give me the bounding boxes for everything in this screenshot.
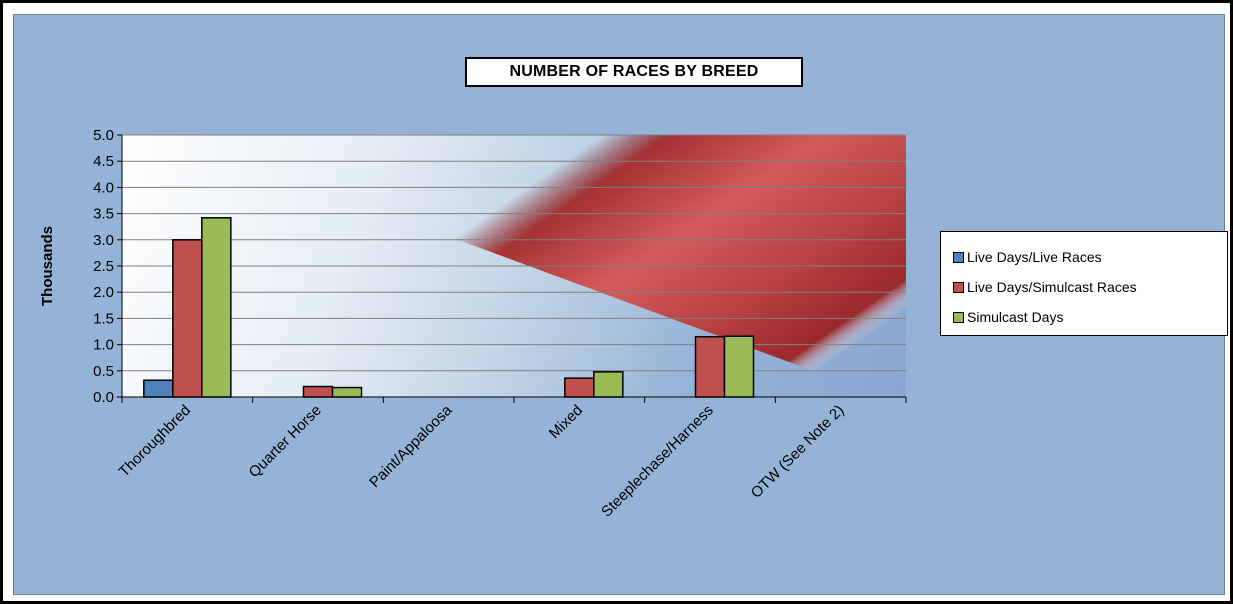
y-tick-label: 4.0: [93, 179, 114, 196]
x-tick-label: Thoroughbred: [116, 402, 195, 481]
bar: [331, 386, 363, 398]
legend: Live Days/Live Races Live Days/Simulcast…: [940, 231, 1228, 336]
bar: [694, 335, 726, 398]
y-tick-label: 2.5: [93, 258, 114, 275]
x-tick-label: Quarter Horse: [246, 402, 325, 481]
legend-label-simulcast-races: Live Days/Simulcast Races: [967, 279, 1137, 295]
legend-item-simulcast-days: Simulcast Days: [941, 302, 1227, 332]
y-tick-label: 3.0: [93, 232, 114, 249]
legend-item-live-races: Live Days/Live Races: [941, 242, 1227, 272]
chart-title: NUMBER OF RACES BY BREED: [465, 57, 803, 87]
legend-item-simulcast-races: Live Days/Simulcast Races: [941, 272, 1227, 302]
legend-swatch-live-races: [953, 251, 964, 263]
bar: [564, 377, 595, 398]
legend-swatch-simulcast-races: [953, 281, 964, 293]
y-tick-label: 1.5: [93, 310, 114, 327]
y-axis-title: Thousands: [39, 226, 56, 306]
chart-area: 0.0 0.5 1.0 1.5 2.0 2.5 3.0 3.5 4.0 4.5 5.0 Thorou…: [13, 14, 1228, 595]
bar: [201, 217, 232, 398]
legend-label-live-races: Live Days/Live Races: [967, 249, 1102, 265]
bar: [302, 385, 334, 398]
chart-title-text: NUMBER OF RACES BY BREED: [509, 63, 759, 80]
legend-swatch-simulcast-days: [953, 311, 964, 323]
y-tick-label: 0.5: [93, 363, 114, 380]
y-tick-label: 3.5: [93, 206, 114, 223]
y-tick-label: 1.0: [93, 337, 114, 354]
y-axis: 0.0 0.5 1.0 1.5 2.0 2.5 3.0 3.5 4.0 4.5 5.0: [93, 127, 123, 406]
x-axis: Thoroughbred Quarter Horse Paint/Appaloosa…: [116, 396, 907, 521]
legend-label-simulcast-days: Simulcast Days: [967, 309, 1064, 325]
bar: [593, 371, 624, 398]
x-tick-label: Steeplechase/Harness: [598, 402, 717, 521]
bars: [143, 217, 755, 398]
chart-svg: 0.0 0.5 1.0 1.5 2.0 2.5 3.0 3.5 4.0 4.5 5.0 Thorou…: [39, 127, 907, 521]
x-tick-label: Mixed: [546, 402, 586, 442]
y-tick-label: 0.0: [93, 389, 114, 406]
x-tick-label: OTW (See Note 2): [748, 402, 848, 502]
gridlines: [122, 134, 906, 372]
x-tick-label: Paint/Appaloosa: [366, 401, 456, 491]
bar: [143, 379, 174, 398]
y-tick-label: 2.0: [93, 284, 114, 301]
y-tick-label: 4.5: [93, 153, 114, 170]
y-tick-label: 5.0: [93, 127, 114, 144]
bar: [172, 239, 203, 398]
bar: [723, 335, 755, 398]
